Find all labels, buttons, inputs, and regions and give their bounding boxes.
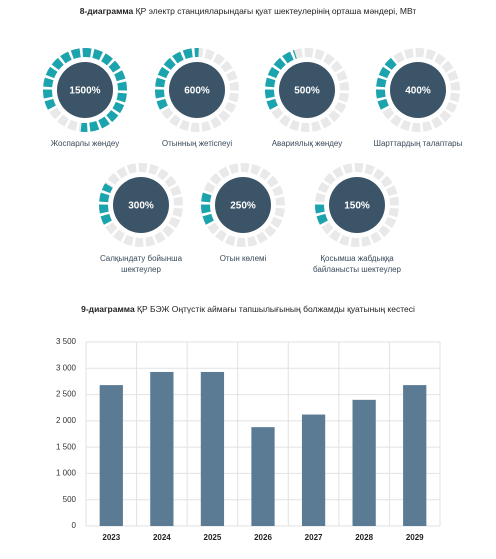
bar <box>251 427 275 526</box>
chart-title: 9-диаграмма ҚР БЭЖ Оңтүстік аймағы тапшы… <box>0 304 496 314</box>
y-tick-label: 1 000 <box>56 469 77 478</box>
title-text: ҚР БЭЖ Оңтүстік аймағы тапшылығының болж… <box>137 304 415 314</box>
gauge-value: 150% <box>344 201 370 212</box>
bar <box>403 385 427 526</box>
x-tick-label: 2027 <box>305 533 323 542</box>
gauge-value: 300% <box>128 201 154 212</box>
figure-label: 9-диаграмма <box>81 304 135 314</box>
gauge-label: Авариялық жөндеу <box>271 139 343 148</box>
y-tick-label: 0 <box>72 521 77 530</box>
chart-title: 8-диаграмма ҚР электр станцияларындағы қ… <box>0 6 496 16</box>
x-tick-label: 2024 <box>153 533 171 542</box>
x-tick-label: 2025 <box>204 533 222 542</box>
gauge-value: 500% <box>294 86 320 97</box>
x-tick-label: 2028 <box>355 533 373 542</box>
gauge-fill <box>315 204 328 225</box>
x-tick-label: 2026 <box>254 533 272 542</box>
gauge-center <box>57 62 113 118</box>
gauge-value: 600% <box>184 86 210 97</box>
gauge-center <box>390 62 446 118</box>
bar <box>99 385 123 526</box>
y-tick-label: 2 000 <box>56 416 77 425</box>
gauge-value: 250% <box>230 201 256 212</box>
bar <box>301 414 326 526</box>
gauge-fill <box>265 50 297 110</box>
figure-label: 8-диаграмма <box>79 6 134 16</box>
bar <box>200 371 225 526</box>
y-tick-label: 3 000 <box>56 363 77 372</box>
gauge-label: Отын көлемі <box>219 254 267 263</box>
gauge-label: Қосымша жабдыққа байланысты шектеулер <box>312 254 402 274</box>
gauge-center <box>215 177 271 233</box>
gauge-label: Жоспарлы жөндеу <box>50 139 120 148</box>
gauge-fill <box>376 57 397 110</box>
gauge-center <box>329 177 385 233</box>
bar <box>150 371 174 526</box>
gauge-fill <box>200 192 214 225</box>
x-tick-label: 2029 <box>406 533 424 542</box>
gauge-value: 400% <box>405 86 431 97</box>
bar <box>352 399 376 526</box>
x-tick-label: 2023 <box>102 533 120 542</box>
title-text: ҚР электр станцияларындағы қуат шектеуле… <box>135 6 417 16</box>
gauge-fill <box>155 47 199 110</box>
y-tick-label: 500 <box>63 495 77 504</box>
y-tick-label: 2 500 <box>56 390 77 399</box>
gauge-value: 1500% <box>69 86 100 97</box>
gauge-label: Шарттардың талаптары <box>373 139 463 148</box>
gauge-label: Салқындату бойынша шектеулер <box>99 254 183 274</box>
gauge-label: Отынның жетіспеуі <box>161 139 233 148</box>
gauge-center <box>279 62 335 118</box>
y-tick-label: 1 500 <box>56 442 77 451</box>
gauge-center <box>169 62 225 118</box>
y-tick-label: 3 500 <box>56 337 77 346</box>
gauge-fill <box>99 183 113 225</box>
gauge-center <box>113 177 169 233</box>
